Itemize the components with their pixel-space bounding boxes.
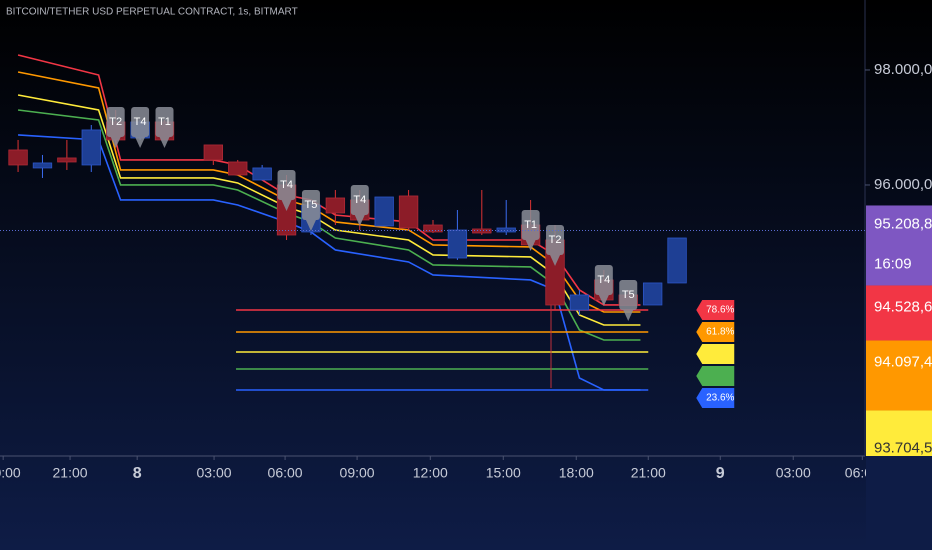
price-label-box (866, 340, 932, 411)
axis-mask (866, 456, 932, 550)
fib-tag (696, 322, 735, 342)
candle-body (252, 167, 272, 181)
x-tick-label: 21:00 (631, 465, 666, 481)
plot-area: 78.6% 61.8% 23.6% T2 T4 T1 T4 T5 T4 T1 T2 T4 T5 (0, 54, 865, 408)
candle-body (447, 229, 468, 259)
signal-box (131, 106, 150, 137)
axes: 98.000,0 96.000,0 00:00 21:00 8 03:00 06:00 09:… (0, 61, 932, 550)
x-tick-label: 00:00 (0, 465, 21, 481)
signal-arrow (354, 214, 365, 226)
fib-tag (696, 300, 735, 320)
signal-box (350, 184, 369, 215)
x-tick-label: 03:00 (776, 465, 811, 481)
signal-label: T4 (280, 179, 293, 191)
candle-body (8, 149, 28, 166)
last-price-box (866, 205, 932, 286)
signal-arrow (623, 309, 634, 321)
signal-label: T2 (549, 234, 562, 246)
signal-box (521, 209, 540, 240)
fib-tag-label: 78.6% (706, 305, 734, 316)
signal-label: T2 (109, 116, 122, 128)
last-price-label: 95.208,8 (874, 215, 932, 232)
signal-box (619, 279, 638, 310)
signal-label: T5 (622, 289, 635, 301)
y-tick-label: 96.000,0 (874, 176, 932, 193)
signal-label: T4 (597, 274, 610, 286)
band-line (18, 134, 641, 391)
x-tick-label: 15:00 (486, 465, 521, 481)
candle-body (32, 162, 53, 169)
price-label-box (866, 285, 932, 341)
signal-box (301, 189, 320, 220)
signal-label: T4 (353, 194, 366, 206)
fib-tag (696, 366, 735, 386)
x-tick-label: 09:00 (340, 465, 375, 481)
signal-label: T5 (305, 199, 318, 211)
chart-title: BITCOIN/TETHER USD PERPETUAL CONTRACT, 1… (6, 7, 298, 18)
candle-body (81, 129, 101, 166)
signal-arrow (135, 136, 146, 148)
signal-arrow (159, 136, 170, 148)
x-tick-label: 9 (716, 465, 725, 482)
x-tick-label: 8 (133, 465, 142, 482)
price-label: 94.097,4 (874, 353, 932, 370)
candle-body (472, 228, 492, 234)
candle-body (228, 161, 248, 176)
signal-arrow (305, 219, 316, 231)
candle-body (667, 237, 687, 284)
candle-body (569, 294, 590, 311)
x-tick-label: 12:00 (413, 465, 448, 481)
candle-body (57, 157, 77, 163)
candle-body (398, 195, 419, 229)
band-line (17, 109, 641, 341)
candle-body (203, 144, 223, 161)
signal-arrow (598, 294, 609, 306)
signal-label: T4 (134, 116, 147, 128)
fib-tag-label: 61.8% (706, 327, 734, 338)
fib-tag (696, 344, 735, 364)
fib-tag (696, 388, 735, 408)
y-tick-label: 98.000,0 (874, 61, 932, 78)
signal-arrow (110, 136, 121, 148)
countdown-label: 16:09 (874, 255, 912, 272)
signal-arrow (525, 239, 536, 251)
signal-box (277, 169, 296, 200)
candle-body (423, 224, 443, 233)
x-tick-label: 06:00 (268, 465, 303, 481)
price-label: 94.528,6 (874, 298, 932, 315)
x-tick-label: 21:00 (53, 465, 88, 481)
price-label: 93.704,5 (874, 439, 932, 456)
candle-body (325, 197, 346, 214)
x-tick-label: 03:00 (197, 465, 232, 481)
fib-tag-label: 23.6% (706, 393, 734, 404)
signal-arrow (281, 199, 292, 211)
candle-body (374, 196, 394, 227)
signal-box (594, 264, 613, 295)
signal-box (155, 106, 174, 137)
x-tick-label: 18:00 (559, 465, 594, 481)
signal-box (106, 106, 125, 137)
signal-label: T1 (158, 116, 171, 128)
candle-body (642, 282, 663, 306)
signal-label: T1 (524, 219, 537, 231)
signal-arrow (550, 255, 561, 267)
signal-box (546, 225, 565, 256)
candle-body (496, 227, 516, 233)
